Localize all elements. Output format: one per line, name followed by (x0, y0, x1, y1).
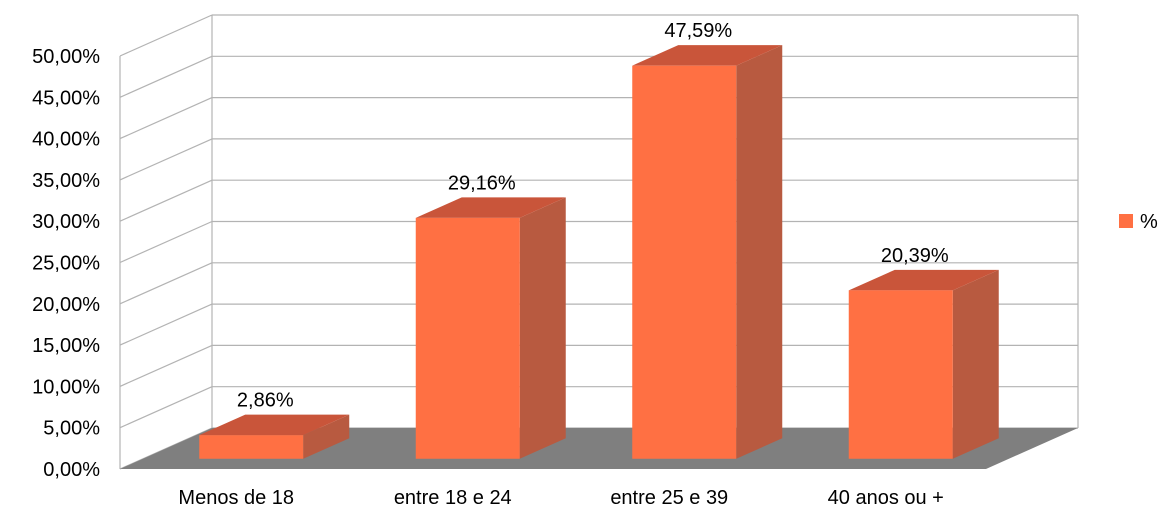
x-tick-label: 40 anos ou + (828, 487, 944, 509)
bar-value-label: 29,16% (448, 172, 516, 194)
x-axis-tick-labels: Menos de 18 entre 18 e 24 entre 25 e 39 40 … (178, 487, 943, 509)
legend-swatch (1119, 214, 1133, 228)
y-axis-tick-labels: 0,00% 5,00% 10,00% 15,00% 20,00% 25,00% 30,00%… (32, 46, 100, 481)
bar (848, 269, 999, 459)
y-tick-label: 35,00% (32, 170, 100, 192)
y-tick-label: 5,00% (43, 418, 100, 440)
bar-value-label: 20,39% (881, 245, 949, 267)
bar-front-face (848, 290, 953, 459)
y-tick-label: 10,00% (32, 376, 100, 398)
bar-front-face (415, 217, 520, 459)
x-tick-label: entre 25 e 39 (610, 487, 728, 509)
bar-top-face (848, 269, 999, 291)
bar-value-label: 2,86% (237, 390, 294, 412)
y-tick-label: 0,00% (43, 459, 100, 481)
y-tick-label: 30,00% (32, 211, 100, 233)
side-gridline (119, 386, 213, 429)
bar-top-face (199, 414, 350, 436)
chart-floor (120, 428, 1078, 469)
bar-side-face (736, 45, 783, 459)
bar (415, 197, 566, 459)
bar-value-label: 47,59% (664, 20, 732, 42)
legend: % (1119, 211, 1158, 233)
bar-side-face (952, 269, 999, 459)
bar (632, 45, 783, 459)
x-tick-label: entre 18 e 24 (394, 487, 512, 509)
side-gridline (119, 220, 213, 264)
bar-top-face (415, 197, 566, 218)
bar-side-face (303, 414, 350, 459)
y-tick-label: 45,00% (32, 87, 100, 109)
legend-label: % (1140, 211, 1158, 233)
y-tick-label: 20,00% (32, 294, 100, 316)
bar-side-face (519, 197, 566, 459)
side-gridline (119, 344, 213, 387)
side-gridline (119, 97, 213, 140)
side-gridline (119, 303, 213, 346)
y-tick-label: 40,00% (32, 129, 100, 151)
side-gridline (119, 138, 213, 181)
side-gridline (119, 55, 213, 98)
bar-front-face (199, 435, 304, 459)
bar-series: 2,86% 29,16% 47,59% 20,39% (199, 20, 999, 459)
bar-front-face (632, 65, 737, 459)
side-gridline (119, 179, 213, 222)
bar (199, 414, 350, 459)
x-tick-label: Menos de 18 (178, 487, 294, 509)
y-tick-label: 25,00% (32, 253, 100, 275)
side-gridline (119, 262, 213, 305)
side-gridline (119, 14, 213, 57)
bar-top-face (632, 45, 783, 66)
y-tick-label: 15,00% (32, 335, 100, 357)
y-tick-label: 50,00% (32, 46, 100, 68)
floor-plane (120, 428, 1078, 469)
